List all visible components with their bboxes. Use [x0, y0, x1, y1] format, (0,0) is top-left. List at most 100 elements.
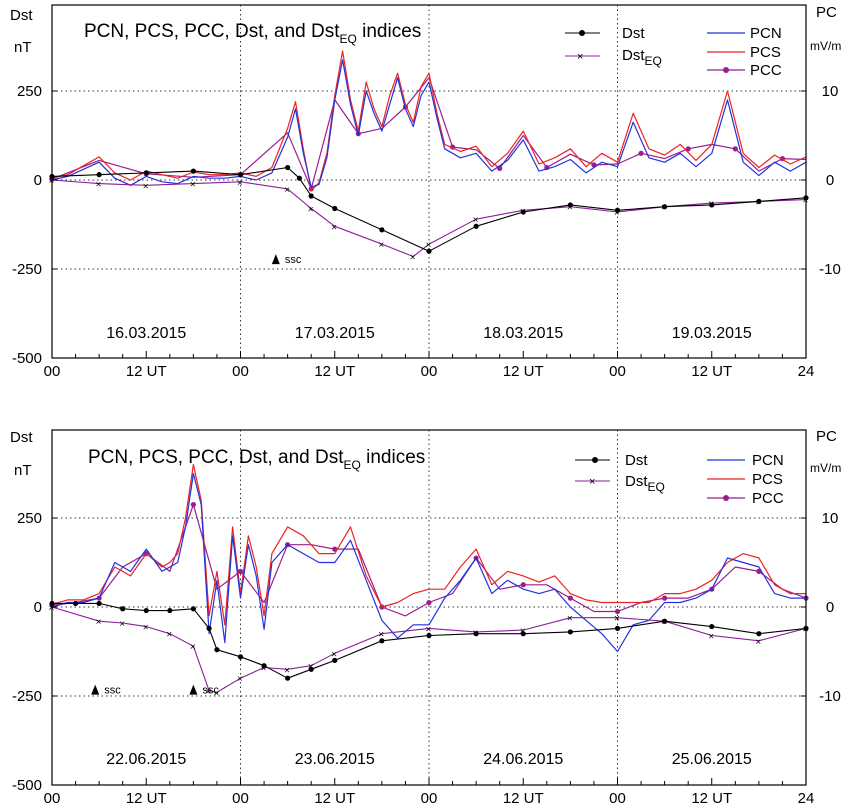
data-point-dst	[473, 631, 479, 637]
ssc-marker	[271, 254, 280, 265]
data-point-pcc	[685, 146, 691, 152]
series-line-dst	[52, 602, 807, 679]
data-point-dsteq: ×	[96, 180, 102, 191]
legend-label-pcs: PCS	[752, 471, 783, 488]
x-tick-label: 00	[421, 363, 438, 380]
data-point-dst	[520, 631, 526, 637]
y-right-tick-label: -10	[819, 261, 841, 278]
data-point-dst	[379, 227, 385, 233]
legend-left: Dst × DstEQ	[565, 25, 662, 68]
x-tick-label: 12 UT	[314, 790, 355, 807]
data-point-dst	[308, 193, 314, 199]
data-point-dsteq: ×	[567, 614, 573, 625]
legend-left: Dst × DstEQ	[575, 452, 665, 494]
y-right-tick-label: -10	[819, 688, 841, 705]
data-point-dsteq: ×	[614, 208, 620, 219]
data-point-dsteq: ×	[708, 631, 714, 642]
data-point-dst	[308, 666, 314, 672]
y-left-tick-label: -250	[12, 688, 42, 705]
data-point-dst	[520, 209, 526, 215]
ssc-marker	[189, 684, 198, 695]
data-point-dsteq: ×	[378, 240, 384, 251]
data-point-dsteq: ×	[410, 253, 416, 264]
data-point-dsteq: ×	[119, 619, 125, 630]
legend-label-pcc: PCC	[750, 62, 782, 79]
data-point-dsteq: ×	[261, 664, 267, 675]
data-point-dsteq: ×	[284, 185, 290, 196]
date-label: 19.03.2015	[672, 325, 752, 342]
x-tick-label: 00	[421, 790, 438, 807]
data-point-dst	[756, 631, 762, 637]
legend-label-pcn: PCN	[750, 25, 782, 42]
data-point-dst	[261, 663, 267, 669]
legend-label-dsteq: DstEQ	[625, 473, 665, 494]
data-point-dst	[143, 607, 149, 614]
y-right-tick-label: 0	[826, 172, 834, 189]
x-tick-label: 24	[798, 363, 815, 380]
data-point-dst	[167, 607, 173, 614]
x-tick-label: 00	[232, 790, 249, 807]
ssc-label: ssc	[104, 685, 121, 697]
date-label: 25.06.2015	[672, 751, 752, 768]
x-tick-label: 00	[609, 363, 626, 380]
legend-right: PCN PCS PCC	[707, 25, 782, 79]
data-point-dst	[379, 638, 385, 644]
series-line-pcc	[51, 77, 807, 190]
data-point-dst	[296, 175, 303, 181]
data-point-dst	[567, 202, 573, 208]
data-point-dst	[143, 170, 149, 176]
data-point-dsteq: ×	[237, 178, 243, 189]
x-tick-label: 12 UT	[503, 790, 544, 807]
data-point-dst	[332, 657, 338, 664]
x-tick-label: 12 UT	[503, 363, 544, 380]
series-line-pcn	[51, 59, 807, 188]
data-point-dst	[237, 172, 244, 178]
data-point-dst	[662, 204, 668, 210]
data-point-dsteq: ×	[331, 222, 337, 233]
x-tick-label: 12 UT	[691, 363, 732, 380]
data-point-dsteq: ×	[190, 180, 196, 191]
data-point-dsteq: ×	[206, 687, 212, 698]
data-point-dst	[285, 675, 291, 681]
data-point-dsteq: ×	[426, 240, 432, 251]
date-label: 24.06.2015	[483, 751, 563, 768]
ssc-label: ssc	[202, 685, 219, 697]
ssc-marker	[91, 684, 100, 695]
data-point-dsteq: ×	[308, 204, 314, 215]
series-line-pcs	[51, 464, 806, 626]
data-point-pcc	[638, 150, 644, 156]
series-pcs	[51, 464, 806, 626]
data-point-dst	[214, 647, 220, 653]
x-tick-label: 24	[798, 790, 815, 807]
data-point-dst	[709, 202, 715, 208]
data-point-dst	[332, 205, 338, 212]
data-point-dsteq: ×	[331, 649, 337, 660]
series-line-pcs	[51, 50, 807, 192]
data-point-dst	[237, 654, 244, 660]
y-left-label: Dst	[10, 429, 33, 446]
date-label: 18.03.2015	[483, 325, 563, 342]
y-right-unit: mV/m	[810, 39, 841, 53]
panel-2: ××××××××××××××××××××××× 2500-250-500100-…	[10, 428, 841, 807]
data-point-dst	[190, 606, 196, 612]
y-left-tick-label: -500	[12, 777, 42, 794]
x-tick-label: 12 UT	[314, 363, 355, 380]
series-dst	[49, 600, 809, 681]
data-point-dst	[756, 198, 762, 204]
x-tick-label: 00	[44, 790, 61, 807]
x-tick-label: 00	[44, 363, 61, 380]
data-point-dsteq: ×	[143, 623, 149, 634]
data-point-dsteq: ×	[190, 642, 196, 653]
data-point-dst	[614, 207, 621, 213]
data-point-dst	[96, 172, 102, 178]
data-point-dst	[120, 606, 126, 612]
data-point-pcc	[190, 502, 196, 508]
legend-right: PCN PCS PCC	[707, 452, 784, 507]
y-left-tick-label: -500	[12, 350, 42, 367]
legend-marker-pcc	[723, 67, 729, 73]
data-point-dsteq: ×	[237, 674, 243, 685]
x-tick-label: 00	[232, 363, 249, 380]
y-left-unit: nT	[14, 462, 32, 479]
x-tick-label: 12 UT	[126, 363, 167, 380]
series-pcn	[51, 472, 806, 653]
